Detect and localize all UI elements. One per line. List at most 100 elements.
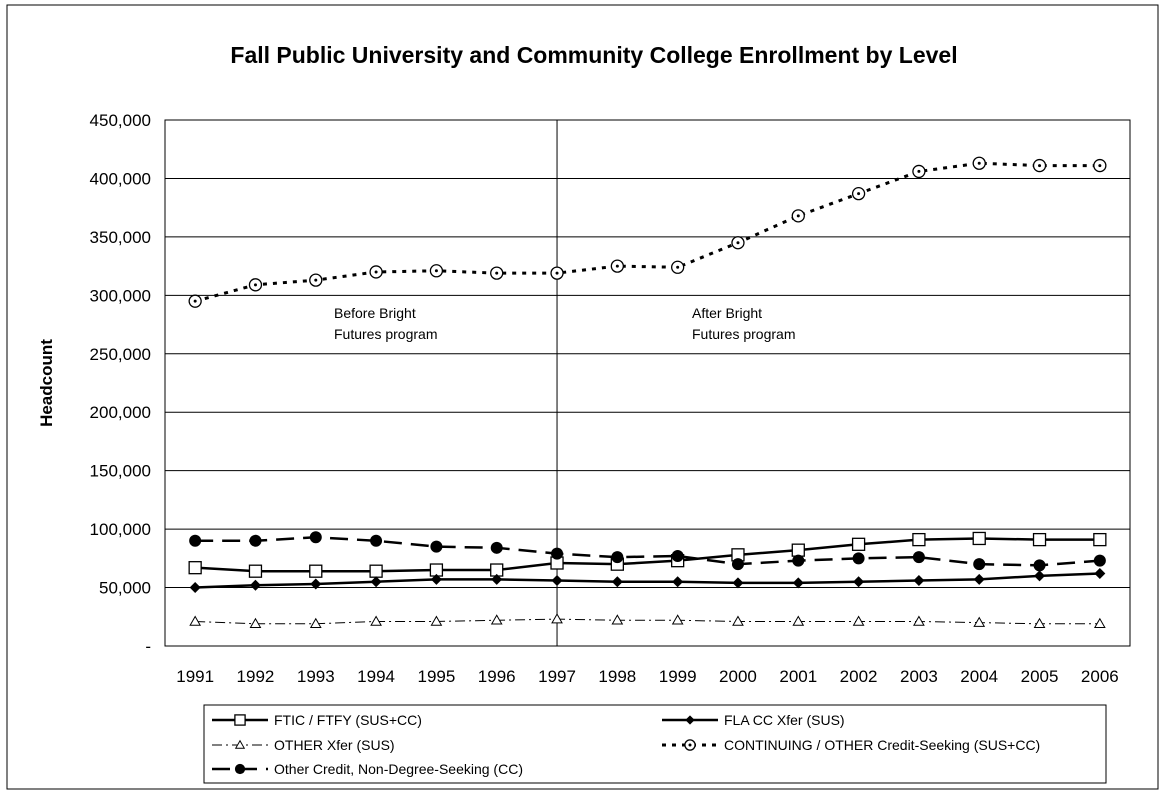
series-4 bbox=[189, 531, 1106, 572]
data-point bbox=[189, 534, 202, 547]
data-point bbox=[731, 558, 744, 571]
y-tick-label: 300,000 bbox=[90, 286, 151, 305]
annotation-after-line1: After Bright bbox=[692, 305, 762, 321]
data-point bbox=[973, 573, 985, 585]
data-point bbox=[249, 534, 262, 547]
x-tick-label: 2005 bbox=[1021, 667, 1059, 686]
data-point-center bbox=[688, 743, 692, 747]
x-tick-label: 1996 bbox=[478, 667, 516, 686]
series-line bbox=[195, 537, 1100, 573]
data-point bbox=[913, 575, 925, 587]
x-tick-label: 2002 bbox=[840, 667, 878, 686]
legend-label: OTHER Xfer (SUS) bbox=[274, 737, 395, 753]
data-point bbox=[234, 714, 246, 726]
x-tick-label: 1995 bbox=[417, 667, 455, 686]
data-point bbox=[369, 564, 383, 578]
data-point-center bbox=[495, 271, 499, 275]
data-point bbox=[972, 531, 986, 546]
data-point-center bbox=[796, 214, 800, 218]
x-tick-label: 2004 bbox=[960, 667, 998, 686]
data-point bbox=[732, 615, 744, 626]
data-point-center bbox=[857, 192, 861, 196]
data-point bbox=[792, 554, 805, 567]
data-point bbox=[234, 739, 246, 749]
y-tick-label: 450,000 bbox=[90, 111, 151, 130]
data-point-center bbox=[374, 270, 378, 274]
data-point bbox=[551, 613, 563, 624]
annotation-after-line2: Futures program bbox=[692, 326, 795, 342]
data-point bbox=[611, 576, 623, 588]
data-point bbox=[611, 614, 624, 625]
y-axis-label: Headcount bbox=[37, 339, 56, 427]
data-point bbox=[1093, 554, 1106, 567]
data-point bbox=[309, 617, 322, 629]
data-point-center bbox=[736, 241, 740, 245]
data-point bbox=[1034, 570, 1046, 582]
data-point bbox=[249, 579, 261, 591]
legend-label: Other Credit, Non-Degree-Seeking (CC) bbox=[274, 761, 523, 777]
data-point bbox=[491, 573, 503, 585]
x-tick-label: 1997 bbox=[538, 667, 576, 686]
chart-title: Fall Public University and Community Col… bbox=[230, 42, 957, 68]
data-point bbox=[234, 763, 246, 775]
data-point-center bbox=[434, 269, 438, 273]
data-point bbox=[913, 615, 925, 626]
legend-label: CONTINUING / OTHER Credit-Seeking (SUS+C… bbox=[724, 737, 1040, 753]
y-tick-label: 250,000 bbox=[90, 345, 151, 364]
data-point bbox=[1094, 568, 1106, 580]
data-point-center bbox=[193, 299, 197, 303]
x-tick-label: 1991 bbox=[176, 667, 214, 686]
data-point-center bbox=[917, 169, 921, 173]
data-point bbox=[973, 616, 986, 627]
series-3 bbox=[188, 156, 1107, 308]
data-point-center bbox=[314, 278, 318, 282]
data-point bbox=[551, 575, 563, 587]
series-1 bbox=[189, 568, 1106, 594]
data-point bbox=[310, 578, 322, 590]
data-point bbox=[912, 551, 925, 564]
series-line bbox=[195, 572, 1100, 589]
data-point bbox=[370, 615, 382, 626]
y-tick-label: 400,000 bbox=[90, 169, 151, 188]
data-point bbox=[1033, 559, 1046, 572]
data-point bbox=[912, 532, 926, 547]
data-point bbox=[852, 552, 865, 565]
y-tick-label: 350,000 bbox=[90, 228, 151, 247]
data-point bbox=[189, 582, 201, 594]
data-point bbox=[189, 615, 202, 626]
data-point bbox=[309, 531, 322, 544]
x-tick-label: 2000 bbox=[719, 667, 757, 686]
data-point bbox=[685, 715, 695, 725]
data-point bbox=[490, 541, 503, 554]
data-point bbox=[791, 543, 805, 557]
x-tick-label: 1999 bbox=[659, 667, 697, 686]
x-tick-label: 2006 bbox=[1081, 667, 1119, 686]
y-tick-label: 100,000 bbox=[90, 520, 151, 539]
data-point bbox=[792, 577, 804, 589]
data-point bbox=[430, 615, 443, 626]
data-point bbox=[249, 617, 262, 629]
chart-border bbox=[6, 4, 1159, 790]
data-point bbox=[551, 547, 564, 560]
plot-area bbox=[164, 119, 1131, 647]
data-point bbox=[430, 573, 442, 585]
data-point-center bbox=[615, 264, 619, 268]
data-point-center bbox=[253, 283, 257, 287]
x-tick-label: 1992 bbox=[237, 667, 275, 686]
annotation-before-line1: Before Bright bbox=[334, 305, 416, 321]
data-point bbox=[370, 576, 382, 588]
x-tick-label: 1994 bbox=[357, 667, 395, 686]
data-point bbox=[1093, 532, 1107, 547]
data-point bbox=[1032, 532, 1047, 547]
data-point bbox=[732, 577, 744, 589]
data-point-center bbox=[1098, 164, 1102, 168]
data-point bbox=[430, 540, 443, 553]
legend-label: FTIC / FTFY (SUS+CC) bbox=[274, 712, 422, 728]
series-2 bbox=[189, 613, 1106, 629]
data-point bbox=[671, 549, 684, 562]
data-point bbox=[611, 551, 624, 564]
data-point-center bbox=[1038, 164, 1042, 168]
data-point bbox=[853, 576, 865, 588]
series-line bbox=[194, 161, 1100, 303]
